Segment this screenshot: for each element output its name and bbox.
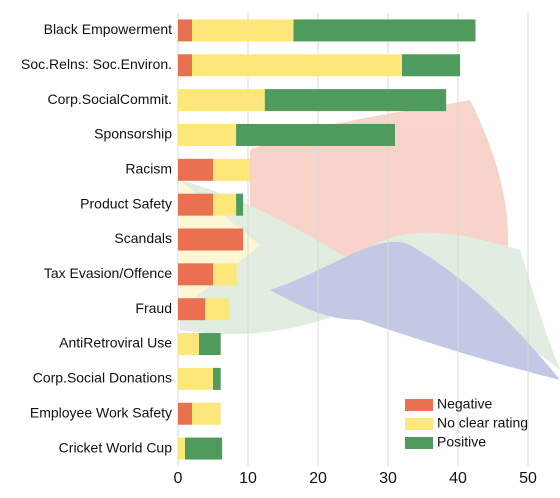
bar-segment xyxy=(178,89,265,111)
legend-label: No clear rating xyxy=(437,415,528,431)
legend-label: Negative xyxy=(437,396,492,412)
bar-segment xyxy=(178,124,236,146)
bar-segment xyxy=(178,438,185,460)
bar-segment xyxy=(178,54,192,76)
x-tick-label: 0 xyxy=(174,470,183,487)
legend-swatch xyxy=(405,418,433,430)
bar-segment xyxy=(213,368,221,390)
bar-segment xyxy=(178,298,205,320)
chart: 0 10 20 30 40 50 Black Empowerment Soc.Relns: S… xyxy=(0,0,560,493)
y-tick-label: Sponsorship xyxy=(94,126,172,142)
bar-segment xyxy=(178,368,213,390)
bar-segment xyxy=(178,333,199,355)
y-tick-label: Employee Work Safety xyxy=(30,404,172,420)
y-tick-label: Tax Evasion/Offence xyxy=(44,265,172,281)
legend-label: Positive xyxy=(437,434,486,450)
x-tick-label: 40 xyxy=(449,470,467,487)
legend-swatch xyxy=(405,399,433,411)
bar-segment xyxy=(178,229,243,251)
y-tick-label: AntiRetroviral Use xyxy=(59,335,172,351)
bar-segment xyxy=(178,19,192,41)
bar-segment xyxy=(192,19,294,41)
x-tick-label: 20 xyxy=(309,470,327,487)
y-tick-label: Scandals xyxy=(114,230,172,246)
bar-segment xyxy=(236,124,395,146)
bar-segment xyxy=(205,298,229,320)
bar-segment xyxy=(178,263,213,285)
y-tick-label: Racism xyxy=(125,161,172,177)
y-tick-label: Corp.Social Donations xyxy=(33,370,172,386)
bar-segment xyxy=(178,194,213,216)
y-tick-label: Soc.Relns: Soc.Environ. xyxy=(21,56,172,72)
x-tick-label: 50 xyxy=(519,470,537,487)
bar-segment xyxy=(213,159,250,181)
bar-segment xyxy=(265,89,446,111)
bar-segment xyxy=(213,263,237,285)
y-tick-label: Product Safety xyxy=(80,195,172,211)
x-tick-label: 30 xyxy=(379,470,397,487)
bar-segment xyxy=(192,403,221,425)
y-tick-label: Corp.SocialCommit. xyxy=(48,91,172,107)
legend-swatch xyxy=(405,437,433,449)
bar-segment xyxy=(178,403,192,425)
x-tick-label: 10 xyxy=(239,470,257,487)
y-tick-label: Cricket World Cup xyxy=(59,439,173,455)
bar-segment xyxy=(178,159,213,181)
y-tick-label: Fraud xyxy=(135,300,172,316)
bar-segment xyxy=(185,438,222,460)
bar-segment xyxy=(294,19,476,41)
bar-segment xyxy=(192,54,402,76)
bar-segment xyxy=(402,54,460,76)
y-tick-label: Black Empowerment xyxy=(44,21,172,37)
bar-segment xyxy=(199,333,221,355)
bar-segment xyxy=(236,194,243,216)
bar-segment xyxy=(213,194,236,216)
